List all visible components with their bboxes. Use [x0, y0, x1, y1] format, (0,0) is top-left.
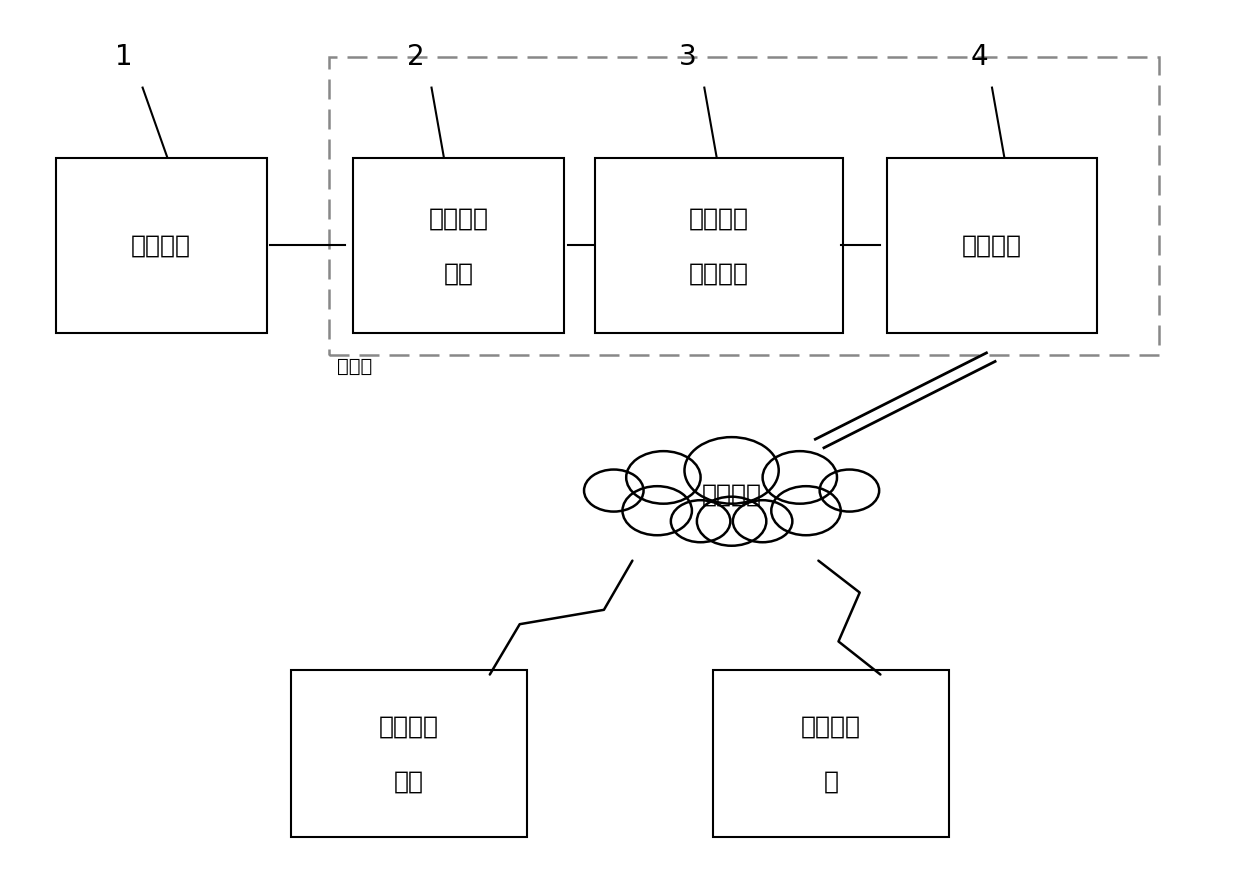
Circle shape: [626, 451, 701, 504]
Bar: [353, 158, 564, 333]
Text: 网络装置: 网络装置: [962, 233, 1022, 258]
Text: 2: 2: [407, 43, 424, 71]
Circle shape: [733, 500, 792, 542]
Text: 遥控模块: 遥控模块: [131, 233, 191, 258]
Circle shape: [671, 500, 730, 542]
Circle shape: [763, 451, 837, 504]
Circle shape: [771, 486, 841, 535]
Bar: [713, 670, 949, 837]
Circle shape: [697, 497, 766, 546]
Bar: [329, 57, 1159, 355]
Text: 媒体播放: 媒体播放: [689, 207, 749, 231]
Text: 模组: 模组: [444, 261, 474, 286]
Text: 库: 库: [823, 769, 838, 794]
Text: 云端电商: 云端电商: [379, 715, 439, 739]
Text: 3: 3: [680, 43, 697, 71]
Bar: [887, 158, 1097, 333]
Circle shape: [684, 437, 779, 504]
Text: 4: 4: [971, 43, 988, 71]
Text: 平台: 平台: [394, 769, 424, 794]
Circle shape: [820, 470, 879, 512]
Bar: [595, 158, 843, 333]
Circle shape: [584, 470, 644, 512]
Text: 1: 1: [115, 43, 133, 71]
Text: 启动模块: 启动模块: [689, 261, 749, 286]
Text: 通讯网络: 通讯网络: [702, 483, 761, 507]
Text: 电视机: 电视机: [337, 357, 372, 377]
Text: 云端数据: 云端数据: [801, 715, 861, 739]
Text: 电视控制: 电视控制: [429, 207, 489, 231]
Bar: [56, 158, 267, 333]
Circle shape: [622, 486, 692, 535]
Bar: [291, 670, 527, 837]
